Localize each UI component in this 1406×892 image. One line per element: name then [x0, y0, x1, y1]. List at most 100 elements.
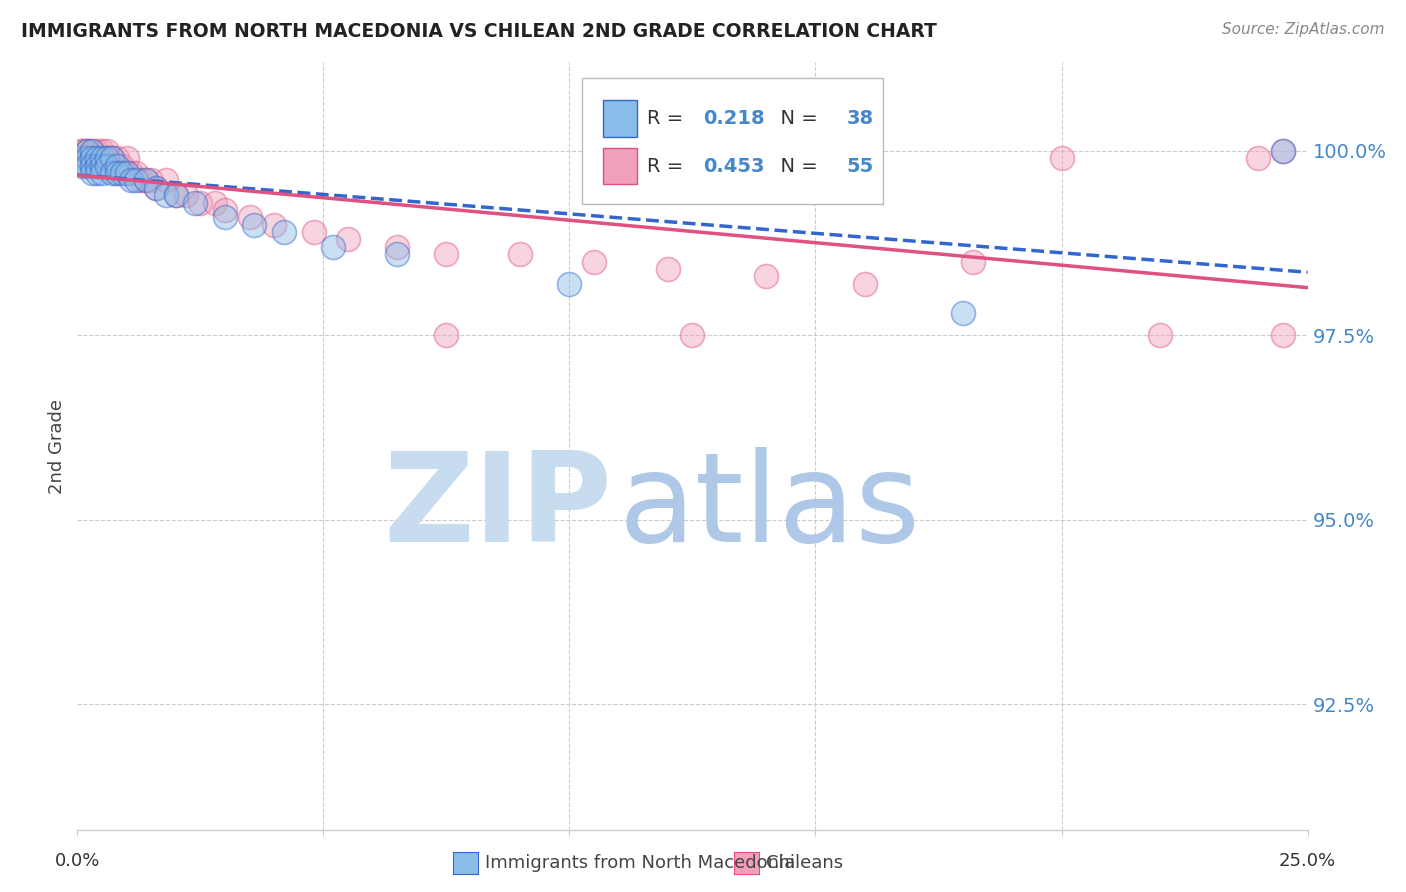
Point [105, 159, 128, 173]
Point [204, 195, 226, 210]
Point [70, 151, 93, 165]
Point [105, 159, 128, 173]
Text: N =: N = [768, 156, 824, 176]
Point [86, 144, 108, 158]
Point [82, 159, 104, 173]
Point [82, 144, 104, 158]
Text: 38: 38 [846, 109, 873, 128]
Point [385, 240, 409, 254]
Point [214, 211, 236, 225]
Point [657, 262, 679, 277]
Point [188, 195, 212, 210]
Point [86, 159, 108, 173]
Text: 55: 55 [846, 156, 873, 176]
Text: 25.0%: 25.0% [1279, 852, 1336, 870]
Point [76, 144, 98, 158]
Point [155, 173, 177, 187]
Point [1272, 144, 1295, 158]
Text: R =: R = [647, 109, 689, 128]
Point [70, 144, 93, 158]
Point [125, 166, 148, 180]
Point [76, 144, 98, 158]
Point [135, 173, 157, 187]
Point [90, 159, 114, 173]
Point [682, 328, 704, 343]
Point [111, 159, 132, 173]
Point [853, 277, 876, 291]
Point [115, 166, 138, 180]
Point [115, 166, 138, 180]
Point [76, 151, 98, 165]
Point [90, 151, 114, 165]
Point [90, 151, 114, 165]
Point [239, 211, 262, 225]
FancyBboxPatch shape [603, 100, 637, 136]
Point [174, 188, 197, 202]
Point [273, 225, 295, 239]
Point [86, 159, 108, 173]
Point [86, 166, 108, 180]
FancyBboxPatch shape [603, 147, 637, 185]
Point [82, 151, 104, 165]
Point [96, 159, 118, 173]
Point [1149, 328, 1171, 343]
Point [165, 188, 187, 202]
Point [96, 144, 118, 158]
Point [322, 240, 344, 254]
Point [101, 159, 124, 173]
Point [583, 254, 606, 268]
Point [129, 173, 153, 187]
Text: 0.0%: 0.0% [55, 852, 100, 870]
Point [302, 225, 325, 239]
Point [76, 159, 98, 173]
Point [96, 151, 118, 165]
Point [125, 173, 148, 187]
Point [263, 218, 285, 232]
Point [214, 202, 236, 217]
Point [82, 144, 104, 158]
Point [184, 195, 207, 210]
Point [962, 254, 984, 268]
Point [243, 218, 266, 232]
Point [101, 151, 124, 165]
Point [90, 144, 114, 158]
Point [101, 151, 124, 165]
Point [82, 166, 104, 180]
Text: R =: R = [647, 156, 689, 176]
Text: Source: ZipAtlas.com: Source: ZipAtlas.com [1222, 22, 1385, 37]
Point [96, 151, 118, 165]
Text: 0.218: 0.218 [703, 109, 765, 128]
Point [101, 166, 124, 180]
Point [1050, 151, 1073, 165]
Point [385, 247, 409, 261]
Y-axis label: 2nd Grade: 2nd Grade [48, 399, 66, 493]
Point [76, 151, 98, 165]
Text: Chileans: Chileans [766, 855, 844, 872]
Point [90, 159, 114, 173]
Point [70, 144, 93, 158]
Point [90, 166, 114, 180]
Point [436, 328, 458, 343]
Point [76, 144, 98, 158]
Point [558, 277, 581, 291]
Text: N =: N = [768, 109, 824, 128]
Point [155, 188, 177, 202]
Point [1272, 144, 1295, 158]
Point [105, 166, 128, 180]
Point [145, 181, 167, 195]
Point [121, 173, 143, 187]
Point [509, 247, 531, 261]
Point [755, 269, 778, 284]
Text: atlas: atlas [619, 447, 921, 568]
Text: IMMIGRANTS FROM NORTH MACEDONIA VS CHILEAN 2ND GRADE CORRELATION CHART: IMMIGRANTS FROM NORTH MACEDONIA VS CHILE… [21, 22, 936, 41]
Point [86, 151, 108, 165]
Point [105, 166, 128, 180]
Point [82, 151, 104, 165]
Point [165, 188, 187, 202]
Point [337, 232, 360, 246]
Text: ZIP: ZIP [384, 447, 613, 568]
Point [111, 166, 132, 180]
Point [135, 173, 157, 187]
Point [1272, 328, 1295, 343]
Point [70, 159, 93, 173]
